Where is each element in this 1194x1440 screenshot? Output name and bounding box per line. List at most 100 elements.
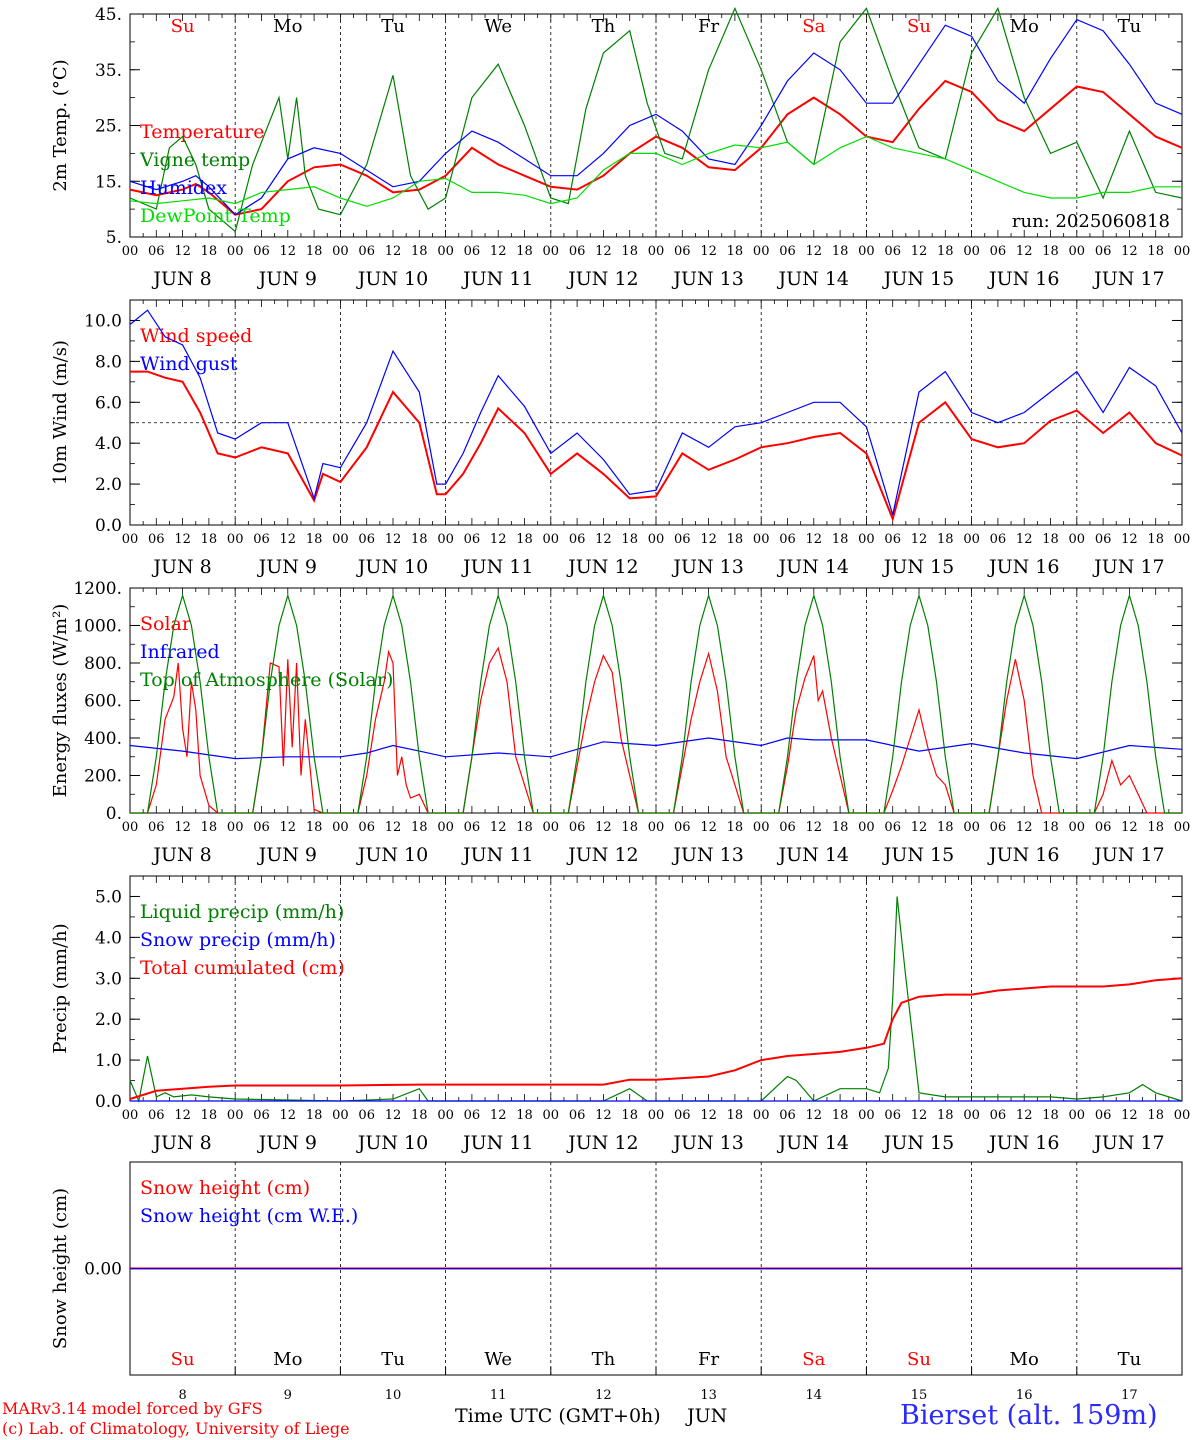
y-tick-label: 15. <box>95 172 122 192</box>
hour-label: 00 <box>858 1108 875 1123</box>
weekday-label: Mo <box>273 1349 302 1370</box>
hour-label: 18 <box>1147 820 1164 835</box>
hour-label: 12 <box>385 532 402 547</box>
hour-label: 18 <box>832 820 849 835</box>
hour-label: 12 <box>1121 532 1138 547</box>
weekday-label: Th <box>592 16 616 37</box>
hour-label: 18 <box>411 532 428 547</box>
lab-credit: (c) Lab. of Climatology, University of L… <box>2 1419 350 1438</box>
hour-label: 06 <box>1095 532 1112 547</box>
hour-label: 12 <box>1016 820 1033 835</box>
date-label: JUN 8 <box>151 268 211 290</box>
hour-label: 06 <box>990 532 1007 547</box>
hour-label: 18 <box>727 244 744 259</box>
hour-label: 00 <box>1069 820 1086 835</box>
panel-4: 00 06 12 18 00 06 12 18 00 06 12 18 00 06 12 18 00 06 12 18… <box>50 875 1191 1154</box>
hour-label: 06 <box>884 244 901 259</box>
date-label: JUN 16 <box>987 844 1059 866</box>
hour-label: 18 <box>832 1108 849 1123</box>
hour-label: 06 <box>674 820 691 835</box>
hour-label: 00 <box>648 532 665 547</box>
hour-label: 18 <box>937 532 954 547</box>
hour-label: 12 <box>280 820 297 835</box>
date-label: JUN 12 <box>566 556 638 578</box>
y-tick-label: 200. <box>84 767 122 787</box>
legend-entry: Humidex <box>140 177 227 199</box>
hour-label: 00 <box>648 244 665 259</box>
hour-label: 06 <box>253 244 270 259</box>
hour-label: 06 <box>884 532 901 547</box>
hour-label: 12 <box>1016 532 1033 547</box>
hour-label: 00 <box>227 820 244 835</box>
day-number: 15 <box>911 1388 928 1403</box>
hour-label: 06 <box>569 244 586 259</box>
date-label: JUN 17 <box>1092 268 1164 290</box>
hour-label: 00 <box>1069 244 1086 259</box>
hour-label: 12 <box>595 532 612 547</box>
hour-label: 00 <box>122 244 139 259</box>
hour-label: 12 <box>174 532 191 547</box>
day-number: 11 <box>490 1388 507 1403</box>
hour-label: 00 <box>1069 1108 1086 1123</box>
panel-5: Su 8 Mo 9 Tu 10 We 11 Th 12 Fr 13 Sa 14 Su 15 Mo 16 Tu 17 0.… <box>50 1161 1183 1403</box>
hour-label: 06 <box>779 244 796 259</box>
date-label: JUN 12 <box>566 844 638 866</box>
hour-label: 18 <box>727 1108 744 1123</box>
panel-1: 00 06 12 18 00 06 12 18 00 06 12 18 00 06 12 18 00 06 12 18… <box>50 5 1190 290</box>
hour-label: 18 <box>727 532 744 547</box>
weekday-label: Tu <box>381 1349 405 1370</box>
hour-label: 00 <box>227 532 244 547</box>
hour-label: 06 <box>464 244 481 259</box>
hour-label: 00 <box>332 1108 349 1123</box>
hour-label: 06 <box>464 532 481 547</box>
day-number: 16 <box>1016 1388 1033 1403</box>
weekday-label: Sa <box>802 1349 825 1370</box>
date-label: JUN 13 <box>671 268 743 290</box>
hour-label: 18 <box>621 244 638 259</box>
model-credit: MARv3.14 model forced by GFS <box>2 1399 263 1418</box>
hour-label: 06 <box>358 532 375 547</box>
y-tick-label: 35. <box>95 61 122 81</box>
hour-label: 00 <box>963 532 980 547</box>
hour-label: 00 <box>1174 1108 1191 1123</box>
hour-label: 06 <box>779 1108 796 1123</box>
hour-label: 12 <box>490 244 507 259</box>
hour-label: 18 <box>1147 532 1164 547</box>
weekday-label: Tu <box>1118 16 1142 37</box>
hour-label: 12 <box>806 820 823 835</box>
weekday-label: Su <box>171 1349 195 1370</box>
weekday-label: Tu <box>381 16 405 37</box>
hour-label: 06 <box>674 244 691 259</box>
y-axis-label: Snow height (cm) <box>50 1188 71 1349</box>
date-label: JUN 17 <box>1092 844 1164 866</box>
hour-label: 12 <box>385 1108 402 1123</box>
date-label: JUN 15 <box>882 268 954 290</box>
hour-label: 00 <box>437 1108 454 1123</box>
hour-label: 12 <box>1016 244 1033 259</box>
series-line-wind-speed <box>130 370 1183 523</box>
hour-label: 00 <box>332 532 349 547</box>
series-line-liquid-precip-mm-h- <box>129 896 1183 1104</box>
hour-label: 06 <box>569 1108 586 1123</box>
y-tick-label: 600. <box>84 692 122 712</box>
day-number: 12 <box>595 1388 612 1403</box>
hour-label: 00 <box>122 532 139 547</box>
y-tick-label: 2.0 <box>95 475 122 495</box>
day-number: 10 <box>385 1388 402 1403</box>
hour-label: 00 <box>753 244 770 259</box>
hour-label: 00 <box>753 1108 770 1123</box>
hour-label: 00 <box>648 1108 665 1123</box>
date-label: JUN 11 <box>461 844 533 866</box>
hour-label: 06 <box>253 1108 270 1123</box>
y-tick-label: 4.0 <box>95 434 122 454</box>
hour-label: 18 <box>516 1108 533 1123</box>
hour-label: 00 <box>332 244 349 259</box>
weekday-label: We <box>484 16 512 37</box>
hour-label: 00 <box>858 532 875 547</box>
date-label: JUN 15 <box>882 1132 954 1154</box>
hour-label: 12 <box>385 820 402 835</box>
hour-label: 12 <box>174 820 191 835</box>
date-label: JUN 13 <box>671 556 743 578</box>
y-tick-label: 5. <box>106 228 122 248</box>
y-tick-label: 0.00 <box>84 1260 122 1280</box>
